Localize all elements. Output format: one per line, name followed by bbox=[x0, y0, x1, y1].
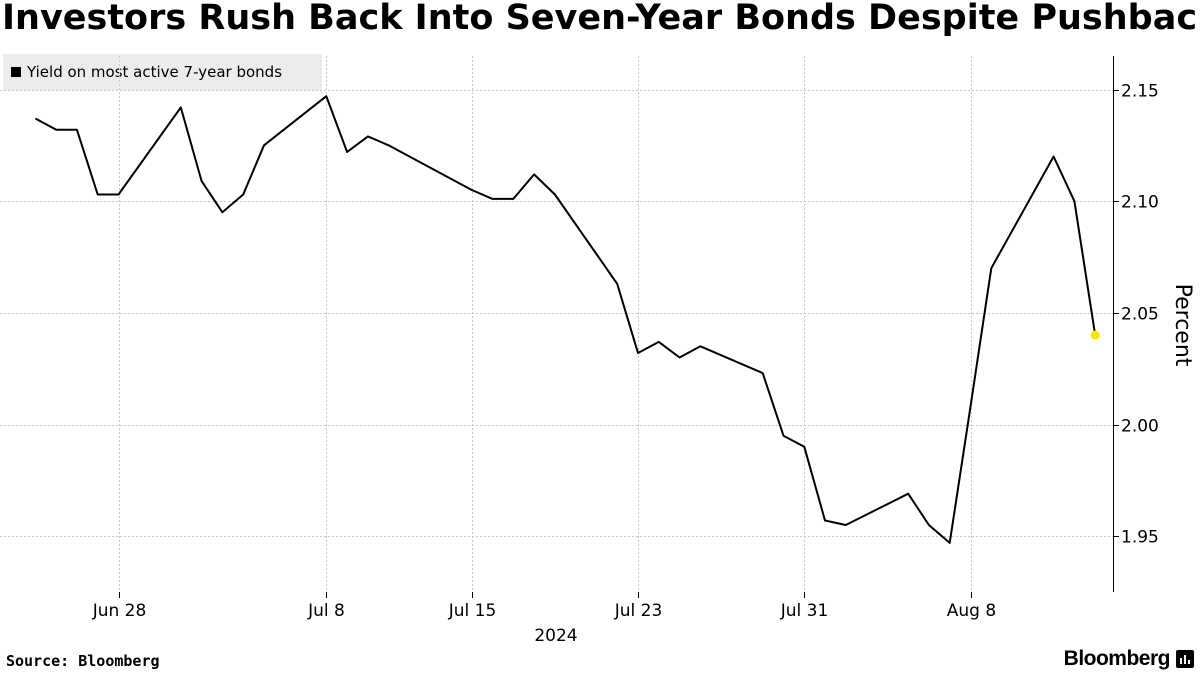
y-tick-label: 2.00 bbox=[1121, 417, 1159, 437]
y-tick-label: 2.05 bbox=[1121, 305, 1159, 325]
y-tick-label: 2.10 bbox=[1121, 193, 1159, 213]
y-axis-label: Percent bbox=[1170, 284, 1195, 367]
x-tick-label: Jul 23 bbox=[614, 601, 663, 621]
last-point-marker bbox=[1090, 330, 1100, 340]
x-tick-label: Aug 8 bbox=[947, 601, 996, 621]
legend-swatch bbox=[11, 67, 21, 77]
grid-layer bbox=[0, 56, 1113, 592]
chart-title: Investors Rush Back Into Seven-Year Bond… bbox=[2, 0, 1200, 38]
legend: Yield on most active 7-year bonds bbox=[3, 54, 322, 90]
x-tick-label: Jun 28 bbox=[92, 601, 147, 621]
x-tick-label: Jul 15 bbox=[448, 601, 497, 621]
series-line bbox=[34, 95, 1097, 544]
x-axis-label: 2024 bbox=[534, 626, 577, 646]
brand-logo: Bloomberg bbox=[1063, 647, 1171, 670]
x-tick-label: Jul 8 bbox=[307, 601, 345, 621]
source-note: Source: Bloomberg bbox=[6, 652, 160, 670]
brand-badge-icon bbox=[1176, 650, 1194, 668]
y-tick-label: 1.95 bbox=[1121, 528, 1159, 548]
series-layer bbox=[34, 95, 1100, 544]
legend-label: Yield on most active 7-year bonds bbox=[27, 63, 283, 81]
x-tick-label: Jul 31 bbox=[780, 601, 829, 621]
axis-layer: 1.95 2.00 2.05 2.10 2.15 Jun 28 Jul 8 Jul 15 Jul… bbox=[92, 56, 1195, 646]
y-tick-label: 2.15 bbox=[1121, 82, 1159, 102]
